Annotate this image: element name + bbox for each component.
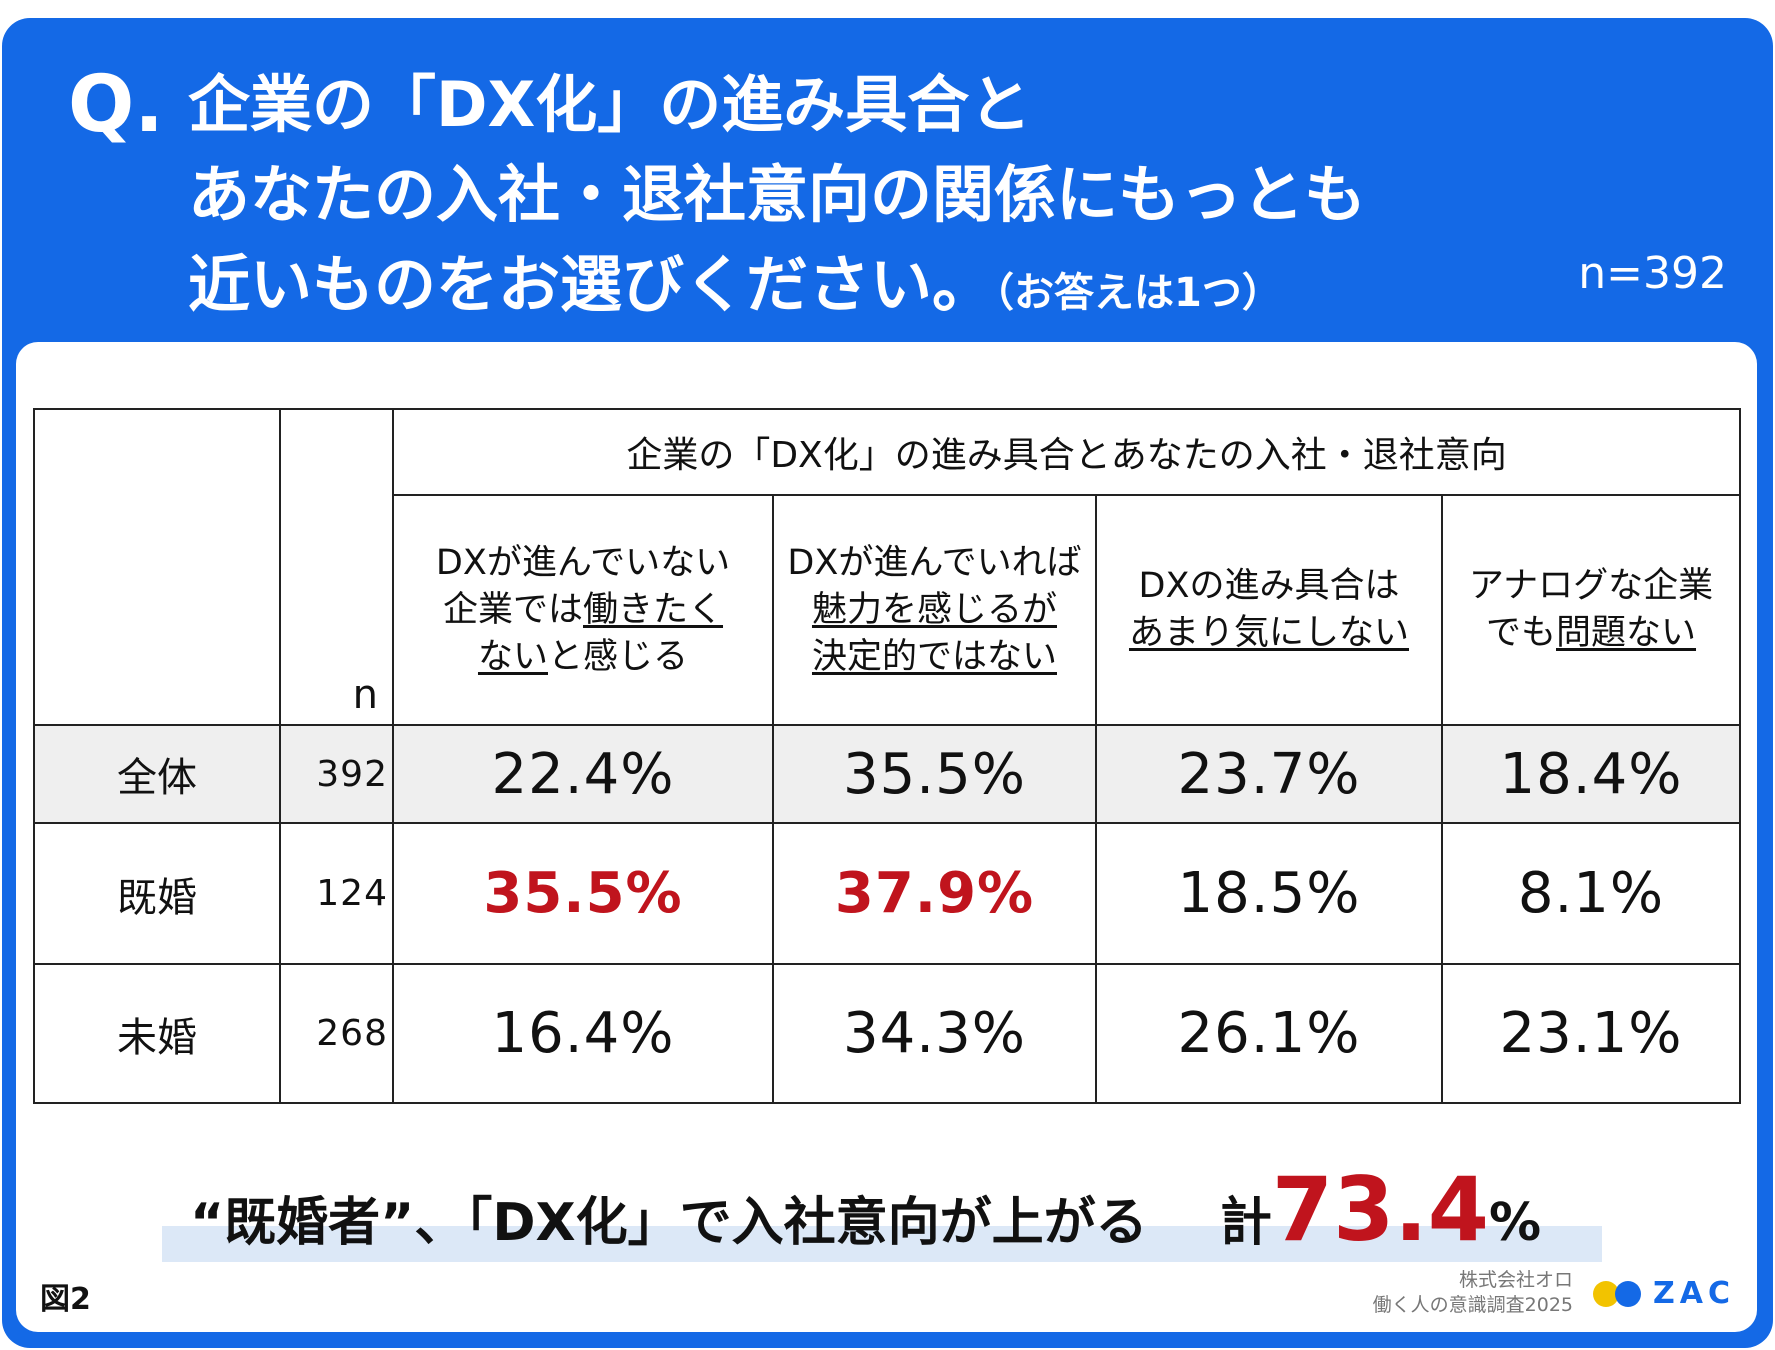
conclusion-total-label: 計 [1219,1193,1272,1253]
value-cell: 23.1% [1440,963,1742,1104]
company-name: 株式会社オロ [1458,1269,1573,1291]
row-n: 392 [279,723,394,825]
question-mark: Q. [68,60,164,150]
value-cell: 22.4% [392,723,774,825]
zac-logo: ZAC [1593,1276,1735,1311]
value-cell: 26.1% [1095,963,1443,1104]
conclusion-total-unit: % [1488,1193,1542,1253]
column-header-3: DXの進み具合は あまり気にしない [1095,494,1443,726]
value-cell: 34.3% [772,963,1097,1104]
value-cell: 18.5% [1095,822,1443,966]
table-row: 既婚 124 35.5% 37.9% 18.5% 8.1% [33,822,1742,966]
table-row: 未婚 268 16.4% 34.3% 26.1% 23.1% [33,963,1742,1104]
conclusion-total-value: 73.4 [1271,1158,1489,1261]
conclusion-highlight-bar [162,1226,1602,1262]
value-cell: 18.4% [1440,723,1742,825]
question-text: 企業の「DX化」の進み具合と あなたの入社・退社意向の関係にもっとも 近いものを… [188,60,1608,338]
row-n: 268 [279,963,394,1104]
logo-blue-dot-icon [1615,1280,1641,1307]
value-cell-highlighted: 37.9% [772,822,1097,966]
question-line-2: あなたの入社・退社意向の関係にもっとも [188,158,1367,231]
value-cell: 16.4% [392,963,774,1104]
table-row: 全体 392 22.4% 35.5% 23.7% 18.4% [33,723,1742,825]
survey-name: 働く人の意識調査2025 [1372,1294,1573,1316]
column-header-1: DXが進んでいない 企業では働きたく ないと感じる [392,494,774,726]
n-header: n [279,408,394,726]
value-cell: 8.1% [1440,822,1742,966]
value-cell: 35.5% [772,723,1097,825]
conclusion-main: “既婚者”、「DX化」で入社意向が上がる [190,1193,1148,1253]
question-line-1: 企業の「DX化」の進み具合と [188,68,1032,141]
conclusion-text: “既婚者”、「DX化」で入社意向が上がる 計73.4% [190,1160,1541,1260]
question-line-3: 近いものをお選びください。（お答えは1つ） [188,240,1608,338]
question-line-3-main: 近いものをお選びください。 [188,248,995,321]
column-header-2: DXが進んでいれば 魅力を感じるが 決定的ではない [772,494,1097,726]
column-header-4: アナログな企業 でも問題ない [1440,494,1742,726]
group-header: 企業の「DX化」の進み具合とあなたの入社・退社意向 [391,407,1742,497]
logo-yellow-dot-icon [1593,1280,1619,1307]
logo-text: ZAC [1653,1276,1735,1311]
row-n: 124 [279,822,394,966]
value-cell: 23.7% [1095,723,1443,825]
value-cell-highlighted: 35.5% [392,822,774,966]
sample-size: n=392 [1578,248,1727,299]
company-credit: 株式会社オロ 働く人の意識調査2025 [1373,1268,1573,1318]
results-table: n 企業の「DX化」の進み具合とあなたの入社・退社意向 DXが進んでいない 企業… [33,407,1742,1104]
row-label: 未婚 [33,963,281,1104]
row-label: 全体 [33,723,281,825]
row-label: 既婚 [33,822,281,966]
corner-cell [33,408,281,726]
question-note: （お答えは1つ） [994,270,1282,316]
figure-label: 図2 [40,1282,91,1317]
